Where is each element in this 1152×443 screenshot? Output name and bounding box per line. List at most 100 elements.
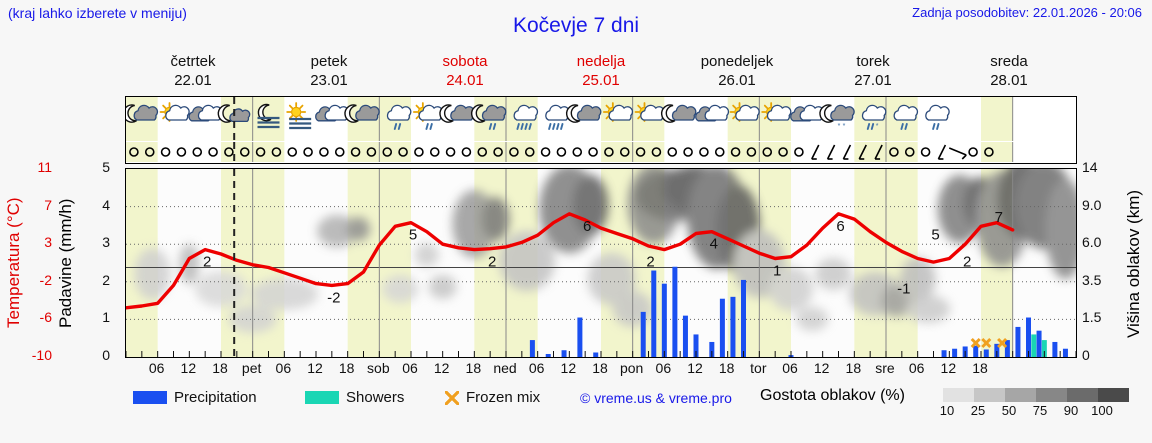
x-axis-label: 12 <box>180 360 197 376</box>
cloud-drizzle-icon <box>893 104 919 130</box>
calm-circle-icon <box>778 147 788 157</box>
moon-cloud-icon <box>660 104 697 123</box>
day-date: 23.01 <box>310 72 348 89</box>
calm-circle-icon <box>920 147 931 157</box>
temperature-point-labels: 2 -2 5 2 6 2 4 1 6 -1 5 2 7 <box>203 209 1003 307</box>
meteogram-plot: 2 -2 5 2 6 2 4 1 6 -1 5 2 7 <box>125 168 1077 358</box>
weather-icons-svg: * * * <box>122 97 1014 141</box>
moon-cloud-icon <box>122 104 159 123</box>
day-name: sreda <box>990 53 1028 70</box>
cloud-tick: 3.5 <box>1082 271 1102 288</box>
cloud-density-tick: 10 <box>939 403 955 418</box>
day-header-row: četrtek 22.01 petek 23.01 sobota 24.01 nedelja… <box>125 52 1077 94</box>
showers-swatch <box>305 391 339 404</box>
cloud-density-swatch <box>1098 388 1129 402</box>
precip-tick: 0 <box>102 347 110 363</box>
cloud-drizzle-icon <box>386 104 412 130</box>
calm-circle-icon <box>414 147 424 157</box>
cloudy-icon <box>188 104 223 122</box>
calm-circle-icon <box>540 147 551 157</box>
cloud-tick: 9.0 <box>1082 196 1102 213</box>
copyright-link[interactable]: © vreme.us & vreme.pro <box>580 390 732 406</box>
sun-cloud-icon <box>729 102 760 122</box>
cloud-tick: 0 <box>1082 347 1090 363</box>
legend-showers-label: Showers <box>346 389 405 406</box>
calm-circle-icon <box>271 147 282 157</box>
wind-symbol-strip <box>125 142 1077 164</box>
cloud-tick: 6.0 <box>1082 234 1102 251</box>
temperature-value-label: 4 <box>710 236 718 253</box>
cloud-height-axis-title: Višina oblakov (km) <box>1124 189 1143 339</box>
calm-circle-icon <box>192 147 203 157</box>
day-date: 26.01 <box>718 72 756 89</box>
cloud-density-tick: 50 <box>1001 403 1017 418</box>
precipitation-tick-labels: 5 4 3 2 1 0 <box>82 159 110 363</box>
day-header-torek: torek 27.01 <box>805 52 941 94</box>
calm-circle-icon <box>509 147 519 157</box>
calm-circle-icon <box>208 147 218 157</box>
calm-circle-icon <box>334 147 345 157</box>
calm-circle-icon <box>667 147 678 157</box>
calm-circle-icon <box>255 147 266 157</box>
x-axis-label: 12 <box>433 360 450 376</box>
calm-circle-icon <box>968 147 978 157</box>
cloud-density-tick: 90 <box>1063 403 1079 418</box>
day-date: 24.01 <box>446 72 484 89</box>
cloud-density-tick: 25 <box>970 403 986 418</box>
calm-circle-icon <box>604 147 614 157</box>
temperature-value-label: 2 <box>203 254 211 271</box>
day-name: četrtek <box>170 53 216 70</box>
day-date: 28.01 <box>990 72 1028 89</box>
cloud-density-tick: 100 <box>1091 403 1113 418</box>
day-header-nedelja: nedelja 25.01 <box>533 52 669 94</box>
x-axis-label: 18 <box>718 360 735 376</box>
calm-circle-icon <box>889 147 899 157</box>
temp-tick: 11 <box>37 159 52 175</box>
temperature-value-label: 6 <box>583 218 591 235</box>
moon-cloud-icon <box>565 104 602 123</box>
sun-cloud-icon <box>761 102 792 122</box>
x-axis-label: pon <box>619 360 644 376</box>
calm-circle-icon <box>350 147 361 157</box>
calm-circle-icon <box>239 147 250 157</box>
cloud-sleet-icon: * <box>861 104 887 130</box>
day-date: 27.01 <box>854 72 892 89</box>
wind-symbols-svg <box>126 142 1014 162</box>
cloudy-icon <box>695 104 730 122</box>
calm-circle-icon <box>398 147 408 157</box>
calm-circle-icon <box>382 147 393 157</box>
temp-tick: -2 <box>39 271 52 288</box>
x-axis-label: 06 <box>782 360 798 376</box>
precip-tick: 3 <box>102 234 110 251</box>
cloud-density-swatch <box>1005 388 1036 402</box>
sun-fog-icon <box>286 102 312 130</box>
day-header-ponedeljek: ponedeljek 26.01 <box>669 52 805 94</box>
x-axis-label: 12 <box>560 360 577 376</box>
x-axis-label: 12 <box>813 360 830 376</box>
location-menu-note[interactable]: (kraj lahko izberete v meniju) <box>8 5 187 21</box>
calm-circle-icon <box>461 147 472 157</box>
moon-cloud-icon <box>439 104 475 123</box>
calm-circle-icon <box>429 147 440 157</box>
temperature-line <box>126 212 1015 310</box>
calm-circle-icon <box>746 147 757 157</box>
temperature-value-label: 6 <box>836 218 844 235</box>
x-axis-labels: 06 12 18 pet 06 12 18 sob 06 12 18 ned 06 12 18 pon 06 12… <box>125 360 1077 378</box>
calm-circle-icon <box>794 147 804 157</box>
moon-cloud-icon <box>344 104 380 123</box>
svg-text:*: * <box>876 123 879 130</box>
temperature-value-label: 1 <box>773 263 781 280</box>
calm-circle-icon <box>303 147 313 157</box>
day-date: 22.01 <box>174 72 212 89</box>
x-axis-label: pet <box>241 360 262 376</box>
temperature-value-label: -1 <box>897 280 910 297</box>
calm-circle-icon <box>714 147 725 157</box>
cloud-tick: 14 <box>1082 159 1098 175</box>
wind-barb-icon <box>874 144 883 160</box>
cloud-rain-icon <box>545 104 570 130</box>
cloud-rain-icon <box>513 104 539 130</box>
day-name: petek <box>310 53 348 70</box>
last-update-label: Zadnja posodobitev: 22.01.2026 - 20:06 <box>912 5 1142 20</box>
calm-circle-icon <box>635 147 646 157</box>
calm-circle-icon <box>619 147 630 157</box>
